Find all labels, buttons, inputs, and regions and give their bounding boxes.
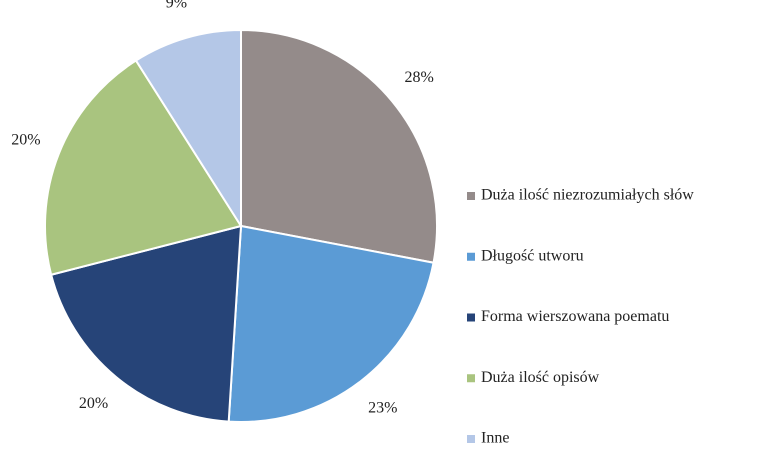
legend-swatch [467,374,475,383]
legend-swatch [467,435,475,443]
legend-label: Długość utworu [481,247,584,264]
pie-slice [134,28,242,230]
data-label: 20% [79,395,108,412]
legend-label: Inne [481,430,509,447]
legend-label: Duża ilość opisów [481,369,600,386]
pie-slice [240,28,438,264]
data-label: 20% [11,132,40,149]
legend-label: Forma wierszowana poematu [481,308,669,325]
data-label: 9% [166,0,187,12]
data-label: 28% [405,69,434,86]
legend-swatch [467,252,475,261]
data-label: 23% [368,399,397,416]
legend-label: Duża ilość niezrozumiałych słów [481,187,694,204]
legend-swatch [467,313,475,322]
pie-slice [49,224,243,423]
legend-swatch [467,192,475,200]
pie-slice [227,224,435,423]
pie-slice [44,59,243,276]
